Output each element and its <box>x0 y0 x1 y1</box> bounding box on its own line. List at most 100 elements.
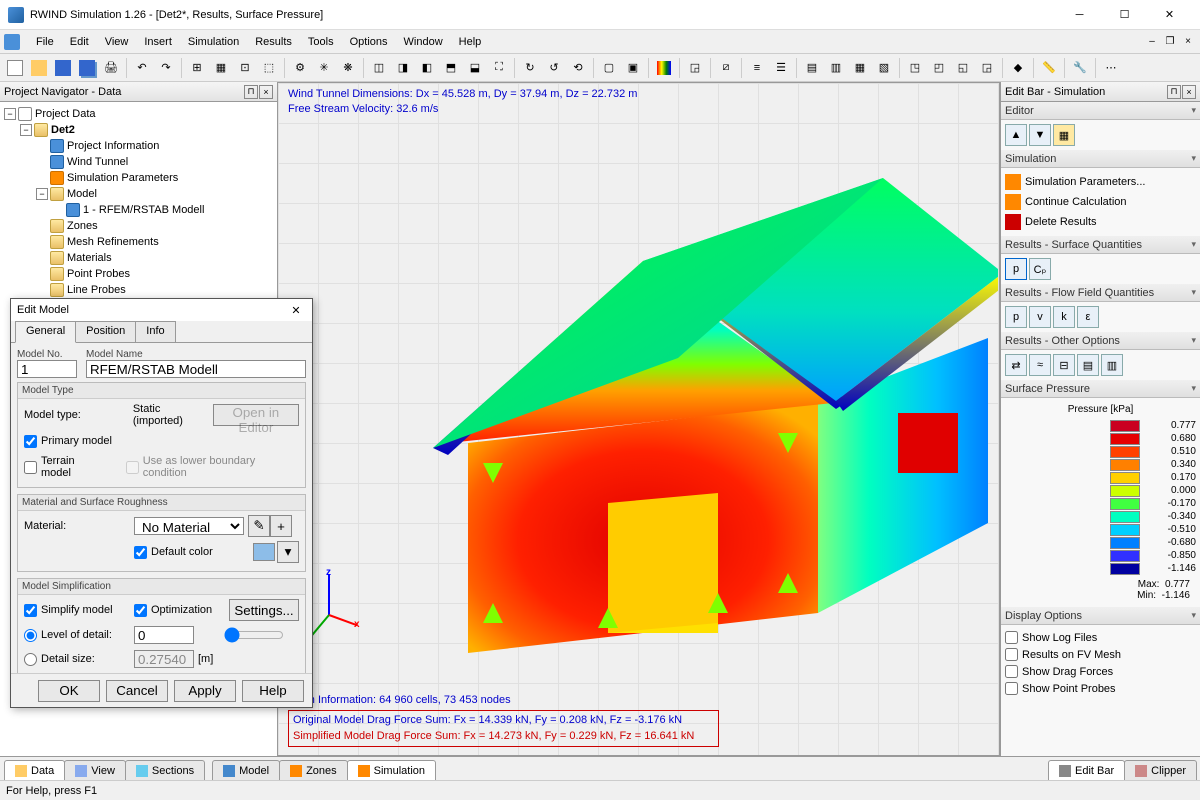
chk-optimization[interactable]: Optimization <box>134 604 212 617</box>
tb-view2[interactable]: ▥ <box>825 57 847 79</box>
tb-box[interactable]: ▢ <box>598 57 620 79</box>
tab-view[interactable]: View <box>64 760 126 780</box>
section-simulation[interactable]: Simulation▾ <box>1001 150 1200 168</box>
viewport-3d[interactable]: Wind Tunnel Dimensions: Dx = 45.528 m, D… <box>278 82 1000 756</box>
tb-view1[interactable]: ▤ <box>801 57 823 79</box>
link-delete-results[interactable]: Delete Results <box>1005 212 1196 232</box>
tree-project-info[interactable]: Project Information <box>36 138 273 154</box>
tree-toggle-icon[interactable]: − <box>4 108 16 120</box>
editor-btn3[interactable]: ▦ <box>1053 124 1075 146</box>
oo-btn-1[interactable]: ⇄ <box>1005 354 1027 376</box>
tb-model2[interactable]: ◰ <box>928 57 950 79</box>
tb-redo[interactable]: ↷ <box>155 57 177 79</box>
tb-iso[interactable]: ◲ <box>684 57 706 79</box>
tree-model[interactable]: − Model <box>36 186 273 202</box>
chk-simplify[interactable]: Simplify model <box>24 604 134 617</box>
tb-cube5[interactable]: ⬓ <box>464 57 486 79</box>
tb-rot3[interactable]: ⟲ <box>567 57 589 79</box>
menu-window[interactable]: Window <box>396 34 451 50</box>
tb-new[interactable] <box>4 57 26 79</box>
color-swatch[interactable] <box>253 543 275 561</box>
oo-btn-5[interactable]: ▥ <box>1101 354 1123 376</box>
tb-cube3[interactable]: ◧ <box>416 57 438 79</box>
editor-btn2[interactable]: ▼ <box>1029 124 1051 146</box>
btn-material-new[interactable]: + <box>270 515 292 537</box>
tree-materials[interactable]: Materials <box>36 250 273 266</box>
tb-view4[interactable]: ▧ <box>873 57 895 79</box>
tree-project[interactable]: − Det2 <box>20 122 273 138</box>
dialog-close-icon[interactable]: ✕ <box>286 301 306 319</box>
section-surface-pressure[interactable]: Surface Pressure▾ <box>1001 380 1200 398</box>
tab-sections[interactable]: Sections <box>125 760 205 780</box>
ff-btn-v[interactable]: v <box>1029 306 1051 328</box>
tb-rot2[interactable]: ↺ <box>543 57 565 79</box>
btn-open-editor[interactable]: Open in Editor <box>213 404 299 426</box>
btn-ok[interactable]: OK <box>38 680 100 702</box>
tb-undo[interactable]: ↶ <box>131 57 153 79</box>
tb-sim1[interactable]: ⚙ <box>289 57 311 79</box>
tab-clipper[interactable]: Clipper <box>1124 760 1197 780</box>
section-editor[interactable]: Editor▾ <box>1001 102 1200 120</box>
navigator-close-icon[interactable]: × <box>259 85 273 99</box>
tab-simulation[interactable]: Simulation <box>347 760 436 780</box>
menu-file[interactable]: File <box>28 34 62 50</box>
editor-btn1[interactable]: ▲ <box>1005 124 1027 146</box>
tb-measure[interactable]: 📏 <box>1038 57 1060 79</box>
tb-open[interactable] <box>28 57 50 79</box>
tb-grid2[interactable]: ▦ <box>210 57 232 79</box>
tb-model4[interactable]: ◲ <box>976 57 998 79</box>
tb-saveall[interactable] <box>76 57 98 79</box>
tb-more[interactable]: ⋯ <box>1100 57 1122 79</box>
tb-view3[interactable]: ▦ <box>849 57 871 79</box>
tab-zones[interactable]: Zones <box>279 760 348 780</box>
btn-cancel[interactable]: Cancel <box>106 680 168 702</box>
chk-point-probes[interactable]: Show Point Probes <box>1005 680 1196 697</box>
section-results-ff[interactable]: Results - Flow Field Quantities▾ <box>1001 284 1200 302</box>
chk-primary-model[interactable]: Primary model <box>24 435 112 448</box>
tree-model-child[interactable]: 1 - RFEM/RSTAB Modell <box>52 202 273 218</box>
mdi-close[interactable]: × <box>1180 35 1196 49</box>
tb-cube2[interactable]: ◨ <box>392 57 414 79</box>
close-button[interactable]: ✕ <box>1147 1 1192 29</box>
input-model-no[interactable] <box>17 360 77 378</box>
sq-btn-cp[interactable]: Cₚ <box>1029 258 1051 280</box>
oo-btn-3[interactable]: ⊟ <box>1053 354 1075 376</box>
tb-sim3[interactable]: ❋ <box>337 57 359 79</box>
btn-help[interactable]: Help <box>242 680 304 702</box>
ff-btn-k[interactable]: k <box>1053 306 1075 328</box>
tb-model1[interactable]: ◳ <box>904 57 926 79</box>
dlg-tab-position[interactable]: Position <box>75 321 136 342</box>
menu-results[interactable]: Results <box>247 34 300 50</box>
menu-tools[interactable]: Tools <box>300 34 342 50</box>
menu-options[interactable]: Options <box>342 34 396 50</box>
sq-btn-p[interactable]: p <box>1005 258 1027 280</box>
tb-print[interactable]: 🖨 <box>100 57 122 79</box>
tree-zones[interactable]: Zones <box>36 218 273 234</box>
tb-layers1[interactable]: ≡ <box>746 57 768 79</box>
btn-color-pick[interactable]: ▾ <box>277 541 299 563</box>
input-detail[interactable] <box>134 650 194 668</box>
tb-tools[interactable]: 🔧 <box>1069 57 1091 79</box>
tb-grid3[interactable]: ⊡ <box>234 57 256 79</box>
tb-mat[interactable]: ◆ <box>1007 57 1029 79</box>
oo-btn-2[interactable]: ≈ <box>1029 354 1051 376</box>
chk-show-log[interactable]: Show Log Files <box>1005 629 1196 646</box>
oo-btn-4[interactable]: ▤ <box>1077 354 1099 376</box>
ff-btn-p[interactable]: p <box>1005 306 1027 328</box>
chk-default-color[interactable]: Default color <box>134 546 213 559</box>
tb-rot1[interactable]: ↻ <box>519 57 541 79</box>
tb-cube1[interactable]: ◫ <box>368 57 390 79</box>
chk-terrain-model[interactable]: Terrain model <box>24 455 106 479</box>
dialog-titlebar[interactable]: Edit Model ✕ <box>11 299 312 321</box>
navigator-pin-icon[interactable]: ⊓ <box>244 85 258 99</box>
dlg-tab-info[interactable]: Info <box>135 321 175 342</box>
chk-drag-forces[interactable]: Show Drag Forces <box>1005 663 1196 680</box>
tree-point-probes[interactable]: Point Probes <box>36 266 273 282</box>
menu-simulation[interactable]: Simulation <box>180 34 247 50</box>
tab-data[interactable]: Data <box>4 760 65 780</box>
tb-grid1[interactable]: ⊞ <box>186 57 208 79</box>
editbar-pin-icon[interactable]: ⊓ <box>1167 85 1181 99</box>
chk-results-fv[interactable]: Results on FV Mesh <box>1005 646 1196 663</box>
tree-sim-params[interactable]: Simulation Parameters <box>36 170 273 186</box>
tab-model[interactable]: Model <box>212 760 280 780</box>
